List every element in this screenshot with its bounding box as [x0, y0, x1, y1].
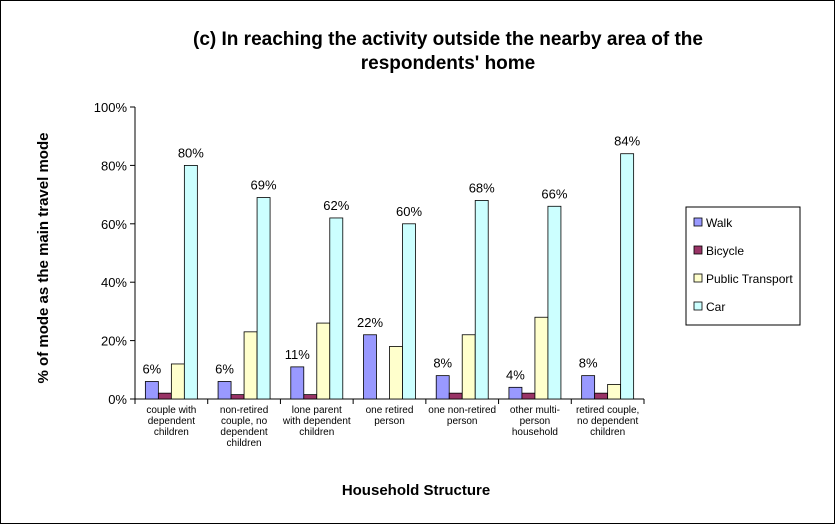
x-category-label: no dependent — [577, 416, 638, 427]
x-category-label: person — [447, 416, 478, 427]
bar-car — [183, 164, 198, 400]
bar-walk — [363, 334, 377, 400]
bar-car — [402, 223, 416, 400]
data-label: 6% — [215, 361, 234, 376]
data-label: 6% — [142, 361, 161, 376]
legend-swatch-car — [693, 301, 703, 311]
x-axis-title: Household Structure — [342, 482, 490, 499]
legend-label: Car — [706, 300, 725, 314]
bar-car — [620, 153, 635, 400]
x-category-label: dependent — [148, 416, 195, 427]
bar-public-transport — [316, 322, 331, 400]
y-tick-label: 100% — [94, 100, 128, 115]
x-category-label: children — [299, 427, 334, 438]
bar-public-transport — [170, 363, 185, 400]
bar-bicycle — [230, 394, 245, 400]
x-category-label: one non-retired — [428, 405, 496, 416]
data-label: 11% — [285, 347, 310, 362]
chart-title-line-1: (c) In reaching the activity outside the… — [193, 29, 703, 50]
data-label: 8% — [433, 356, 452, 371]
y-tick-label: 40% — [101, 275, 127, 290]
legend-label: Bicycle — [706, 244, 744, 258]
bar-car — [329, 217, 344, 400]
data-label: 4% — [506, 367, 525, 382]
x-category-label: person — [374, 416, 405, 427]
x-category-label: lone parent — [292, 405, 342, 416]
legend-swatch-walk — [693, 217, 703, 227]
bar-bicycle — [448, 392, 463, 400]
bar-bicycle — [157, 392, 172, 400]
data-label: 68% — [469, 180, 495, 195]
x-category-label: couple with — [146, 405, 196, 416]
legend: Walk Bicycle Public Transport Car — [685, 206, 801, 326]
bar-public-transport — [534, 316, 549, 400]
x-category-label: other multi- — [510, 405, 560, 416]
bar-public-transport — [461, 334, 476, 400]
bar-car — [256, 197, 271, 400]
x-category-label: children — [227, 438, 262, 449]
x-category-label: children — [154, 427, 189, 438]
x-category-label: children — [590, 427, 625, 438]
data-label: 80% — [178, 145, 204, 160]
x-category-label: dependent — [220, 427, 267, 438]
bar-walk — [290, 366, 305, 400]
plot-area: 0%20%40%60%80%100%couple withdependentch… — [94, 100, 645, 449]
legend-label: Public Transport — [706, 272, 793, 286]
data-label: 62% — [323, 198, 349, 213]
y-tick-label: 0% — [108, 392, 127, 407]
x-category-label: non-retired — [220, 405, 268, 416]
y-tick-label: 80% — [101, 158, 127, 173]
data-label: 69% — [251, 178, 277, 193]
chart-title-line-2: respondents' home — [361, 53, 536, 74]
bar-public-transport — [389, 346, 403, 400]
bar-bicycle — [303, 394, 318, 400]
bar-walk — [508, 386, 523, 400]
data-label: 22% — [357, 315, 383, 330]
legend-swatch-bicycle — [693, 245, 703, 255]
y-tick-label: 60% — [101, 217, 127, 232]
x-category-label: couple, no — [221, 416, 268, 427]
data-label: 84% — [614, 134, 640, 149]
legend-label: Walk — [706, 216, 733, 230]
bar-public-transport — [243, 331, 258, 400]
x-category-label: person — [520, 416, 551, 427]
bar-walk — [581, 375, 596, 400]
bar-walk — [435, 375, 450, 400]
legend-swatch-public-transport — [693, 273, 703, 283]
y-axis-title: % of mode as the main travel mode — [35, 133, 52, 384]
bar-public-transport — [607, 383, 622, 400]
x-category-label: household — [512, 427, 558, 438]
bar-car — [474, 200, 489, 400]
data-label: 60% — [396, 204, 422, 219]
data-label: 8% — [579, 356, 598, 371]
bar-walk — [144, 381, 159, 400]
bar-car — [547, 205, 562, 400]
bar-walk — [217, 381, 232, 400]
x-category-label: one retired — [366, 405, 414, 416]
legend-box — [685, 206, 801, 326]
data-label: 66% — [541, 186, 567, 201]
y-tick-label: 20% — [101, 334, 127, 349]
x-category-label: retired couple, — [576, 405, 639, 416]
bar-bicycle — [594, 392, 609, 400]
x-category-label: with dependent — [282, 416, 351, 427]
bar-bicycle — [521, 392, 536, 400]
